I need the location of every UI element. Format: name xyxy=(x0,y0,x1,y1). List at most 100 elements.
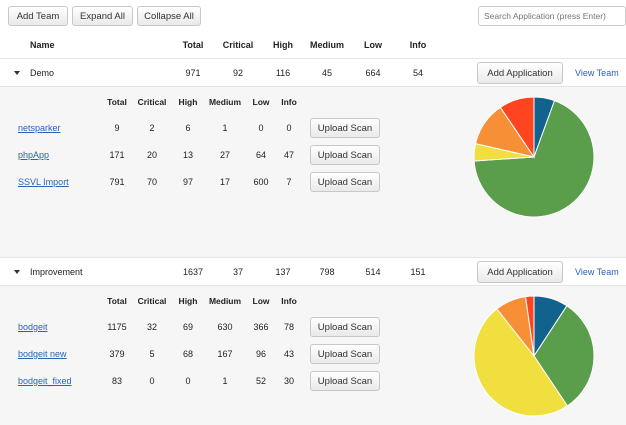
app-medium: 1 xyxy=(222,376,228,386)
upload-scan-button[interactable]: Upload Scan xyxy=(310,344,380,364)
upload-scan-button[interactable]: Upload Scan xyxy=(310,118,380,138)
subheader-low: Low xyxy=(252,97,270,107)
app-high: 0 xyxy=(185,376,191,386)
upload-scan-button[interactable]: Upload Scan xyxy=(310,371,380,391)
app-low: 0 xyxy=(258,123,264,133)
search-input[interactable] xyxy=(478,6,626,26)
team-critical: 37 xyxy=(232,267,244,277)
team-critical: 92 xyxy=(232,68,244,78)
team-name: Demo xyxy=(30,68,55,78)
app-link[interactable]: bodgeit new xyxy=(18,349,67,359)
app-high: 97 xyxy=(182,177,194,187)
app-critical: 5 xyxy=(149,349,155,359)
app-row: phpApp 171 20 13 27 64 47 Upload Scan xyxy=(0,144,400,166)
app-row: netsparker 9 2 6 1 0 0 Upload Scan xyxy=(0,117,400,139)
app-total: 171 xyxy=(109,150,125,160)
pie-chart-demo xyxy=(473,96,595,218)
app-high: 68 xyxy=(182,349,194,359)
header-name: Name xyxy=(30,40,55,50)
app-total: 1175 xyxy=(107,322,127,332)
app-medium: 630 xyxy=(217,322,233,332)
app-high: 13 xyxy=(182,150,194,160)
add-application-button[interactable]: Add Application xyxy=(477,261,563,283)
pie-slice-low xyxy=(473,99,595,218)
header-critical: Critical xyxy=(222,40,254,50)
header-high: High xyxy=(273,40,293,50)
pie-slice-critical xyxy=(499,96,535,159)
team-total: 1637 xyxy=(182,267,204,277)
subheader-total: Total xyxy=(107,296,127,306)
app-low: 52 xyxy=(255,376,267,386)
team-info: 54 xyxy=(412,68,424,78)
app-medium: 167 xyxy=(217,349,233,359)
pie-slice-critical xyxy=(524,295,535,357)
app-info: 78 xyxy=(283,322,295,332)
view-team-link[interactable]: View Team xyxy=(575,267,619,277)
team-high: 137 xyxy=(275,267,291,277)
header-low: Low xyxy=(364,40,382,50)
app-total: 9 xyxy=(114,123,120,133)
caret-down-icon[interactable] xyxy=(14,71,20,75)
team-low: 514 xyxy=(365,267,381,277)
team-name: Improvement xyxy=(30,267,83,277)
team-row-improvement[interactable]: Improvement 1637 37 137 798 514 151 Add … xyxy=(0,257,626,285)
app-critical: 0 xyxy=(149,376,155,386)
team-apps-panel: Total Critical High Medium Low Info nets… xyxy=(0,86,626,257)
app-high: 6 xyxy=(185,123,191,133)
subheader-high: High xyxy=(178,97,198,107)
app-low: 64 xyxy=(255,150,267,160)
subheader-total: Total xyxy=(107,97,127,107)
upload-scan-button[interactable]: Upload Scan xyxy=(310,145,380,165)
expand-all-button[interactable]: Expand All xyxy=(72,6,133,26)
app-medium: 27 xyxy=(219,150,231,160)
header-total: Total xyxy=(182,40,204,50)
app-row: bodgeit new 379 5 68 167 96 43 Upload Sc… xyxy=(0,343,400,365)
upload-scan-button[interactable]: Upload Scan xyxy=(310,317,380,337)
app-critical: 20 xyxy=(146,150,158,160)
app-medium: 1 xyxy=(222,123,228,133)
app-medium: 17 xyxy=(219,177,231,187)
view-team-link[interactable]: View Team xyxy=(575,68,619,78)
subheader-medium: Medium xyxy=(208,97,242,107)
team-info: 151 xyxy=(410,267,426,277)
app-total: 83 xyxy=(111,376,123,386)
app-info: 7 xyxy=(286,177,292,187)
app-high: 69 xyxy=(182,322,194,332)
add-application-button[interactable]: Add Application xyxy=(477,62,563,84)
app-low: 96 xyxy=(255,349,267,359)
pie-slice-medium xyxy=(473,308,569,417)
app-row: SSVL Import 791 70 97 17 600 7 Upload Sc… xyxy=(0,171,400,193)
app-row: bodgeit_fixed 83 0 0 1 52 30 Upload Scan xyxy=(0,370,400,392)
app-info: 30 xyxy=(283,376,295,386)
app-link[interactable]: SSVL Import xyxy=(18,177,69,187)
app-total: 379 xyxy=(109,349,125,359)
team-row-demo[interactable]: Demo 971 92 116 45 664 54 Add Applicatio… xyxy=(0,58,626,86)
team-high: 116 xyxy=(275,68,291,78)
subheader-high: High xyxy=(178,296,198,306)
subheader-medium: Medium xyxy=(208,296,242,306)
app-link[interactable]: phpApp xyxy=(18,150,50,160)
subheader-info: Info xyxy=(281,296,297,306)
subheader-info: Info xyxy=(281,97,297,107)
app-link[interactable]: bodgeit_fixed xyxy=(18,376,72,386)
app-link[interactable]: netsparker xyxy=(18,123,61,133)
team-medium: 798 xyxy=(319,267,335,277)
pie-chart-improvement xyxy=(473,295,595,417)
team-low: 664 xyxy=(365,68,381,78)
subheader-low: Low xyxy=(252,296,270,306)
collapse-all-button[interactable]: Collapse All xyxy=(137,6,201,26)
header-info: Info xyxy=(409,40,427,50)
team-apps-panel: Total Critical High Medium Low Info bodg… xyxy=(0,285,626,425)
app-total: 791 xyxy=(109,177,125,187)
app-link[interactable]: bodgeit xyxy=(18,322,48,332)
upload-scan-button[interactable]: Upload Scan xyxy=(310,172,380,192)
caret-down-icon[interactable] xyxy=(14,270,20,274)
pie-slice-low xyxy=(533,305,595,407)
app-info: 43 xyxy=(283,349,295,359)
team-total: 971 xyxy=(185,68,201,78)
header-medium: Medium xyxy=(309,40,345,50)
add-team-button[interactable]: Add Team xyxy=(8,6,68,26)
app-low: 366 xyxy=(253,322,269,332)
app-info: 47 xyxy=(283,150,295,160)
team-medium: 45 xyxy=(321,68,333,78)
